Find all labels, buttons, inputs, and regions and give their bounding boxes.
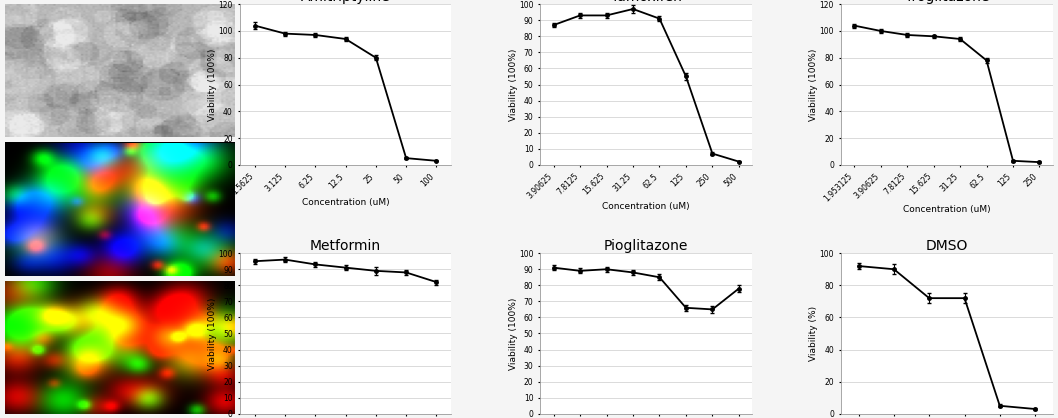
Y-axis label: Viability (100%): Viability (100%) (208, 297, 217, 370)
X-axis label: Concentration (uM): Concentration (uM) (904, 205, 990, 214)
X-axis label: Concentration (uM): Concentration (uM) (602, 202, 690, 211)
Title: DMSO: DMSO (926, 239, 968, 253)
X-axis label: Concentration (uM): Concentration (uM) (302, 198, 389, 207)
Title: Pioglitazone: Pioglitazone (604, 239, 689, 253)
Y-axis label: Viability (100%): Viability (100%) (809, 48, 818, 121)
Y-axis label: Viability (%): Viability (%) (809, 306, 818, 361)
Y-axis label: Viability (100%): Viability (100%) (509, 48, 517, 121)
Y-axis label: Viability (100%): Viability (100%) (208, 48, 217, 121)
Title: Tamoxifen: Tamoxifen (610, 0, 681, 4)
Title: Metformin: Metformin (310, 239, 381, 253)
Y-axis label: Viability (100%): Viability (100%) (509, 297, 517, 370)
Title: Troglitazone: Troglitazone (905, 0, 989, 4)
Title: Amitriptyline: Amitriptyline (300, 0, 390, 4)
